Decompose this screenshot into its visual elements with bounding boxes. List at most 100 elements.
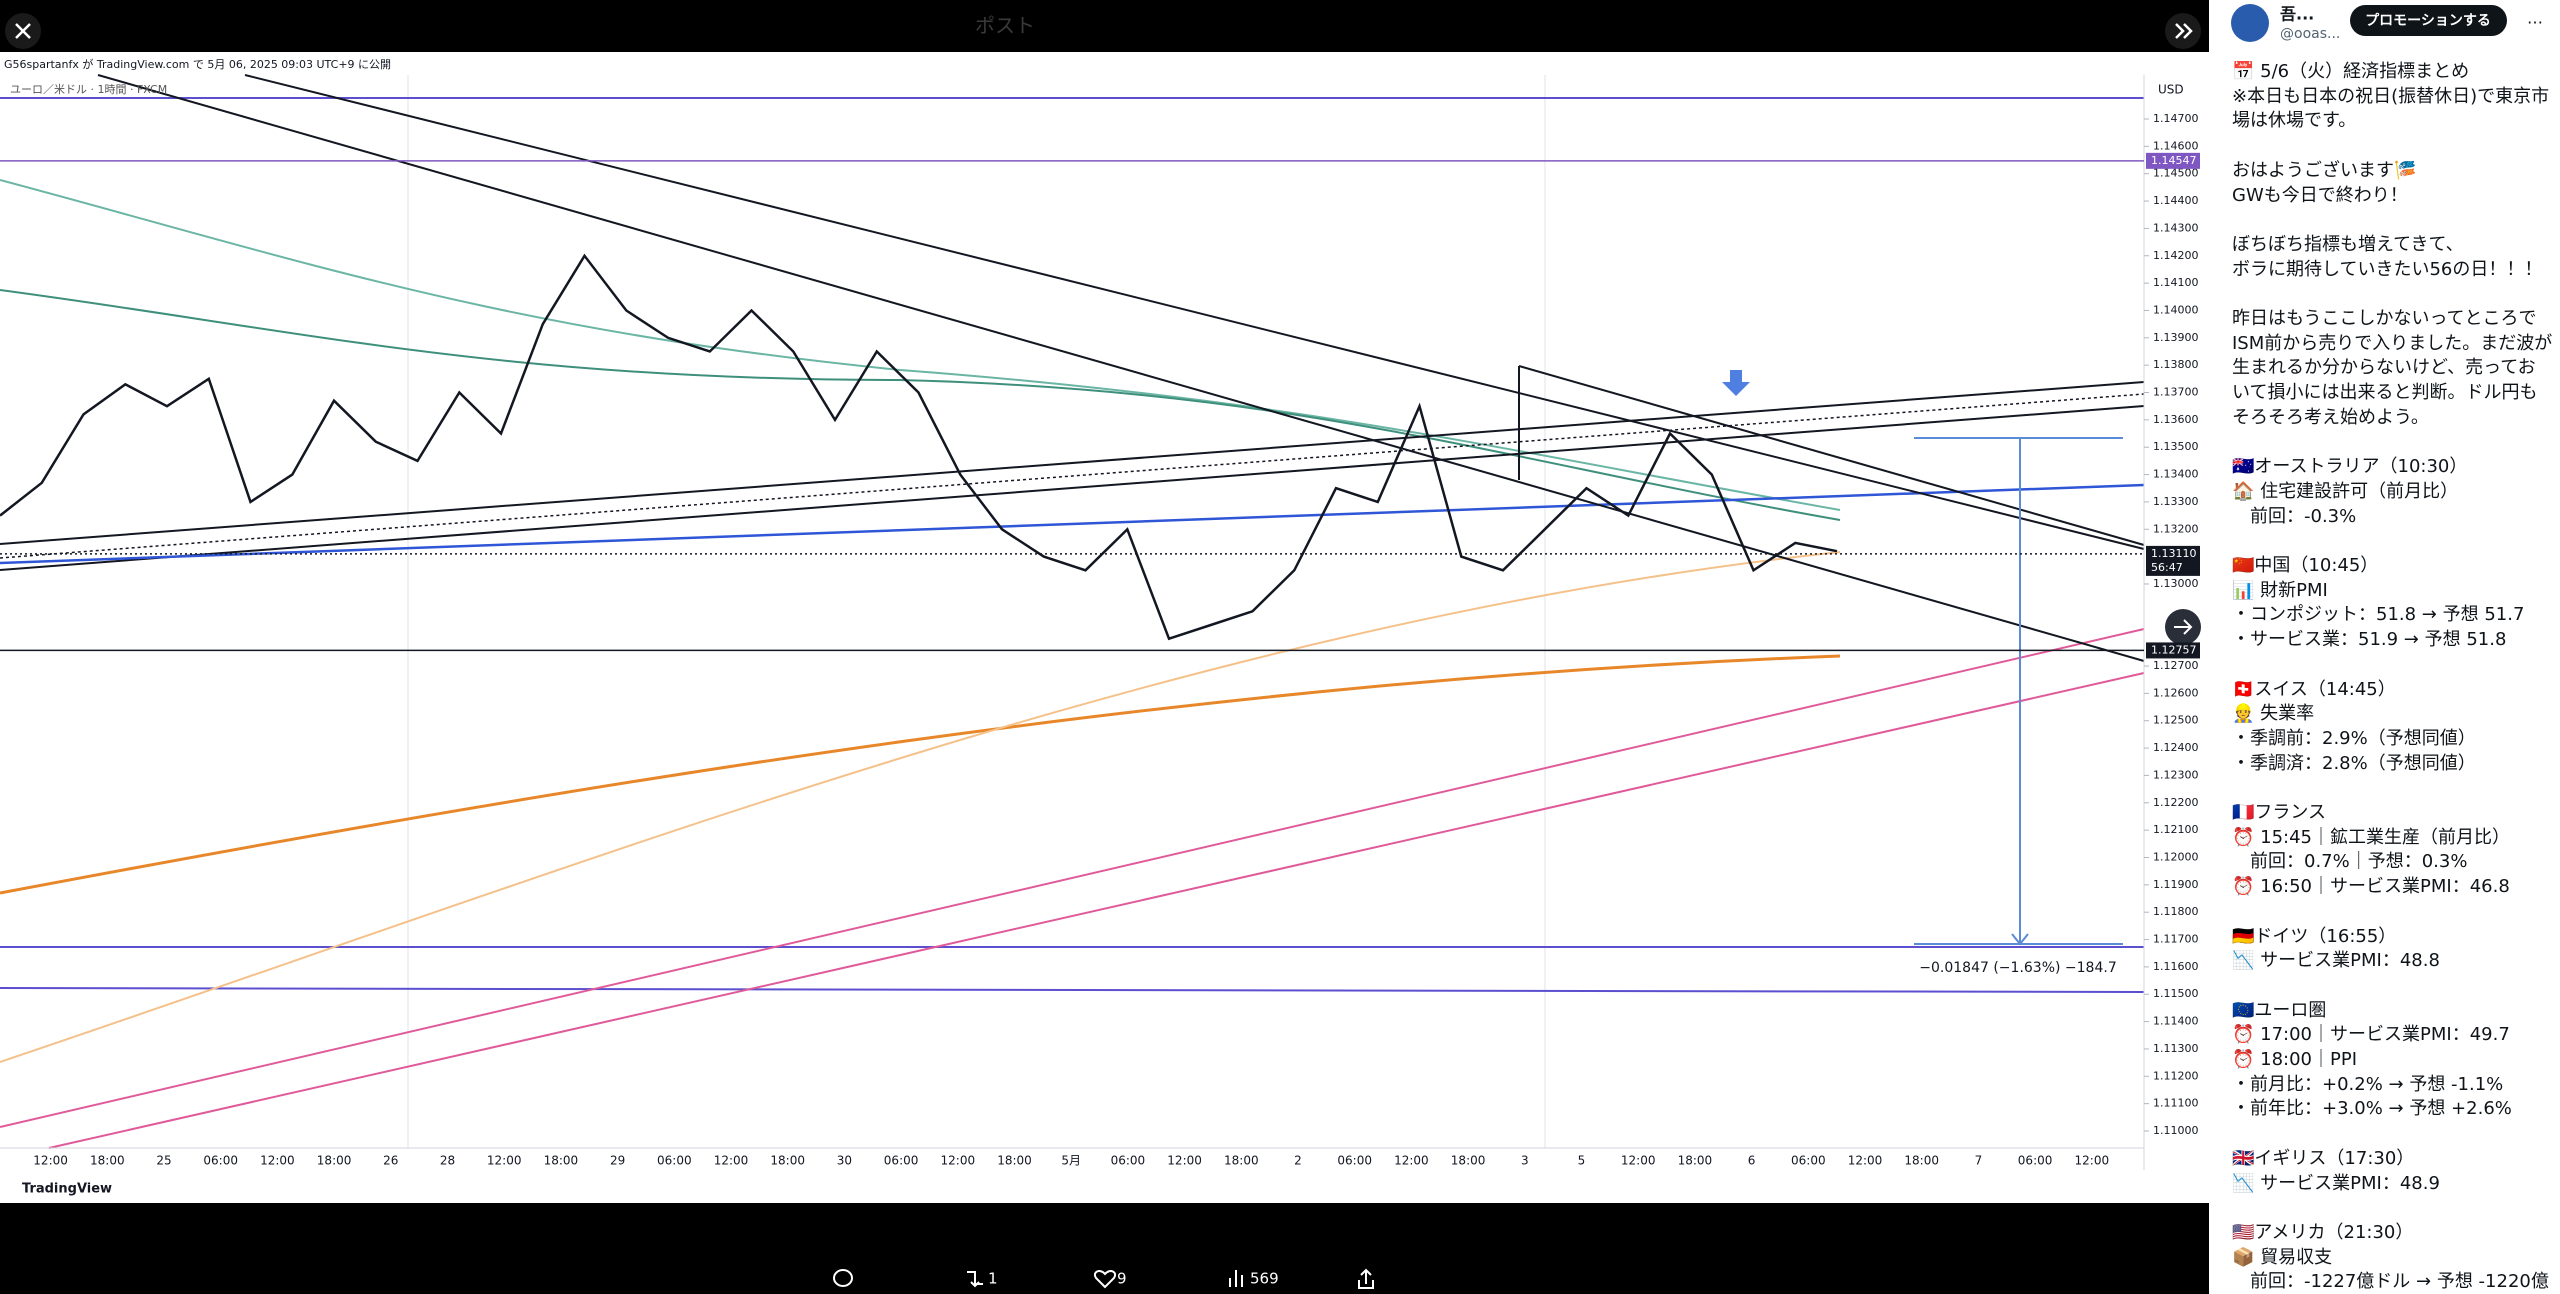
moving-average — [0, 289, 1841, 521]
post-line: ISM前から売りで入りました。まだ波が — [2232, 332, 2553, 354]
price-box — [2146, 152, 2200, 169]
x-tick-label: 06:00 — [1337, 1154, 1372, 1168]
currency: USD — [2158, 83, 2184, 97]
avatar[interactable] — [2231, 4, 2269, 42]
moving-average — [0, 551, 1841, 1063]
x-tick-label: 18:00 — [1678, 1154, 1713, 1168]
post-line: ・季調前：2.9%（予想同値） — [2232, 727, 2476, 749]
y-tick-label: 1.12000 — [2153, 850, 2199, 863]
y-tick-label: 1.12100 — [2153, 823, 2199, 836]
x-tick-label: 12:00 — [941, 1154, 976, 1168]
post-line: 📅 5/6（火）経済指標まとめ — [2232, 61, 2470, 82]
measure-arrow — [2011, 438, 2029, 946]
price-box — [2146, 642, 2200, 659]
price-box — [2146, 545, 2200, 576]
x-tick-label: 06:00 — [657, 1154, 692, 1168]
y-tick-label: 1.13700 — [2153, 386, 2199, 399]
x-tick-label: 06:00 — [1111, 1154, 1146, 1168]
y-tick-label: 1.14100 — [2153, 276, 2199, 289]
retweet-count: 1 — [988, 1270, 998, 1288]
x-tick-label: 18:00 — [1904, 1154, 1939, 1168]
y-tick-label: 1.14400 — [2153, 194, 2199, 207]
more-button[interactable]: … — [2527, 9, 2543, 28]
y-tick-label: 1.11700 — [2153, 933, 2199, 946]
x-tick-label: 18:00 — [90, 1154, 125, 1168]
post-line: いて損小には出来ると判断。ドル円も — [2232, 382, 2538, 404]
x-tick-label: 6 — [1748, 1154, 1756, 1168]
moving-average — [0, 179, 1841, 511]
trend-line — [0, 405, 2145, 571]
post-line: 🇪🇺ユーロ圏 — [2232, 999, 2327, 1021]
y-tick-label: 1.14600 — [2153, 139, 2199, 152]
y-tick-label: 1.13900 — [2153, 331, 2199, 344]
y-tick-label: 1.11400 — [2153, 1015, 2199, 1028]
y-tick-label: 1.13500 — [2153, 440, 2199, 453]
media-viewer: ポスト −0.01847 (−1.63%) −184.7 G56spartanf… — [0, 13, 2209, 1294]
post-line: 📊 財新PMI — [2232, 579, 2328, 601]
post-line: ・サービス業：51.9 → 予想 51.8 — [2232, 629, 2507, 651]
x-tick-label: 5月 — [1061, 1154, 1081, 1168]
post-line: 場は休場です。 — [2232, 110, 2357, 132]
post-line: おはようございます🎏 — [2232, 159, 2417, 181]
y-tick-label: 1.11100 — [2153, 1097, 2199, 1110]
views-button[interactable] — [1229, 1270, 1243, 1287]
chart-image — [0, 52, 2209, 1203]
post-line: 前回：-1227億ドル → 予想 -1220億 — [2232, 1271, 2549, 1293]
y-tick-label: 1.12700 — [2153, 659, 2199, 672]
x-tick-label: 18:00 — [544, 1154, 579, 1168]
x-tick-label: 3 — [1521, 1154, 1529, 1168]
moving-average — [0, 654, 1841, 895]
y-tick-label: 1.12500 — [2153, 714, 2199, 727]
x-tick-label: 29 — [610, 1154, 625, 1168]
post-line: そろそろ考え始めよう。 — [2232, 406, 2429, 428]
x-tick-label: 12:00 — [487, 1154, 522, 1168]
post-line: ⏰ 18:00｜PPI — [2232, 1049, 2358, 1070]
x-tick-label: 06:00 — [884, 1154, 919, 1168]
promote-button[interactable] — [2350, 5, 2507, 36]
author-name[interactable]: 吾... — [2280, 5, 2314, 24]
marker-arrow — [1722, 370, 1750, 396]
x-tick-label: 12:00 — [1621, 1154, 1656, 1168]
y-tick-label: 1.11600 — [2153, 960, 2199, 973]
y-tick-label: 1.13300 — [2153, 495, 2199, 508]
y-tick-label: 1.14300 — [2153, 221, 2199, 234]
x-tick-label: 06:00 — [203, 1154, 238, 1168]
x-tick-label: 7 — [1975, 1154, 1983, 1168]
post-line: ※本日も日本の祝日(振替休日)で東京市 — [2232, 85, 2550, 107]
author-handle[interactable]: @ooas... — [2280, 26, 2340, 42]
horizontal-line — [0, 987, 2145, 993]
x-tick-label: 26 — [383, 1154, 398, 1168]
post-line: ・前月比：+0.2% → 予想 -1.1% — [2232, 1073, 2504, 1095]
x-tick-label: 30 — [837, 1154, 852, 1168]
post-line: 📉 サービス業PMI：48.8 — [2232, 950, 2440, 972]
post-line: ⏰ 17:00｜サービス業PMI：49.7 — [2232, 1024, 2510, 1046]
y-tick-label: 1.13200 — [2153, 522, 2199, 535]
x-tick-label: 18:00 — [317, 1154, 352, 1168]
promote-label: プロモーションする — [2365, 13, 2491, 29]
retweet-button[interactable] — [967, 1271, 983, 1288]
x-tick-label: 06:00 — [2018, 1154, 2053, 1168]
post-line: 👷 失業率 — [2232, 703, 2315, 725]
action-bar — [0, 1203, 2209, 1294]
like-button[interactable] — [1094, 1270, 1116, 1289]
x-tick-label: 2 — [1294, 1154, 1302, 1168]
y-tick-label: 1.12400 — [2153, 741, 2199, 754]
x-tick-label: 12:00 — [714, 1154, 749, 1168]
x-tick-label: 18:00 — [1451, 1154, 1486, 1168]
y-tick-label: 1.11500 — [2153, 987, 2199, 1000]
x-tick-label: 18:00 — [1224, 1154, 1259, 1168]
post-line: 🇫🇷フランス — [2232, 802, 2327, 823]
post-line: ・コンポジット：51.8 → 予想 51.7 — [2232, 604, 2525, 626]
y-tick-label: 1.12200 — [2153, 796, 2199, 809]
reply-button[interactable] — [833, 1269, 853, 1287]
measure-label: −0.01847 (−1.63%) −184.7 — [1919, 960, 2116, 976]
author-header: 吾... @ooas... プロモーションする … — [2231, 4, 2543, 42]
price-label: 1.12757 — [2151, 643, 2197, 656]
post-line: ボラに期待していきたい56の日！！！ — [2232, 258, 2543, 280]
post-line: 📦 貿易収支 — [2232, 1246, 2333, 1268]
share-button[interactable] — [1358, 1268, 1374, 1289]
trend-line — [0, 381, 2145, 545]
y-tick-label: 1.12300 — [2153, 768, 2199, 781]
x-tick-label: 06:00 — [1791, 1154, 1826, 1168]
